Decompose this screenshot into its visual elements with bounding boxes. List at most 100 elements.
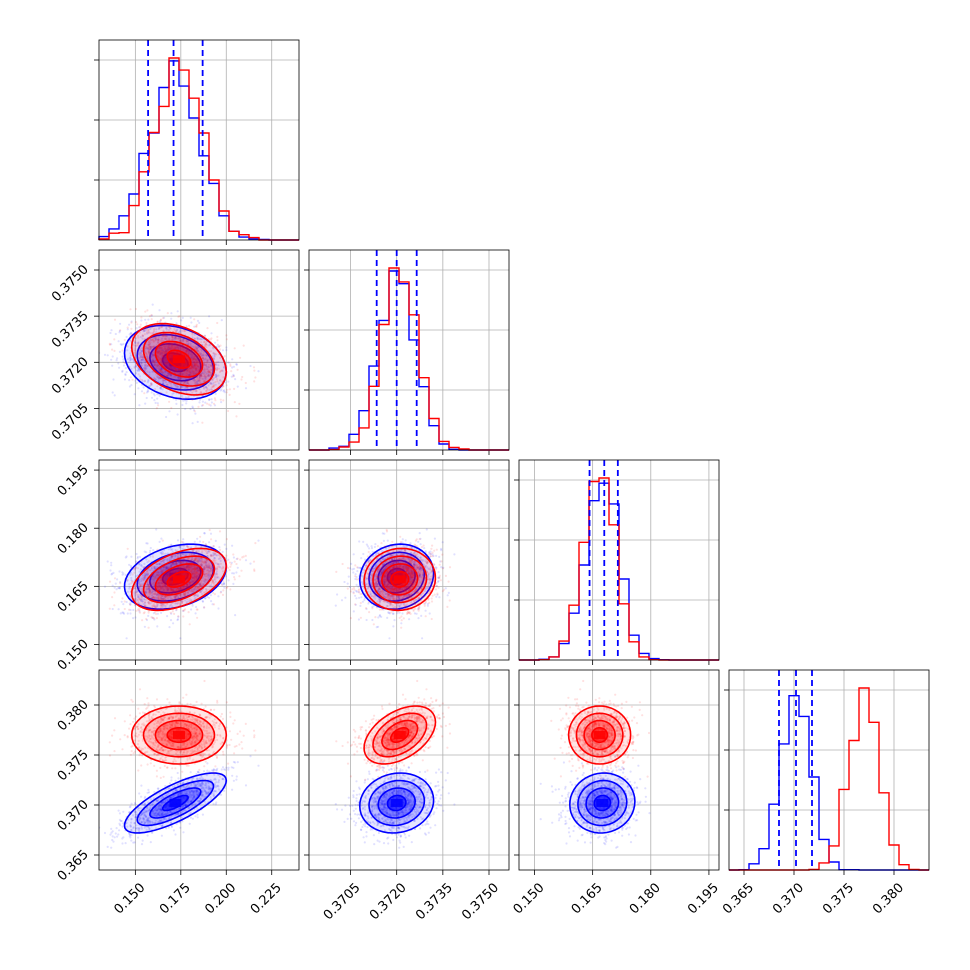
sample-point (364, 564, 367, 567)
sample-point (207, 566, 211, 569)
sample-point (133, 354, 137, 357)
sample-point (171, 598, 174, 601)
sample-point (194, 345, 197, 348)
sample-point (162, 355, 165, 358)
sample-point (208, 574, 211, 578)
sample-point (200, 592, 204, 596)
sample-point (383, 562, 386, 565)
sample-point (144, 352, 148, 355)
density-peak (173, 575, 185, 584)
sample-point (145, 588, 148, 591)
sample-point (241, 375, 244, 379)
sample-point (171, 346, 174, 349)
sample-point (145, 591, 148, 594)
sample-point (130, 320, 133, 323)
sample-point (193, 379, 196, 382)
sample-point (180, 376, 183, 379)
sample-point (176, 385, 179, 388)
sample-point (207, 370, 210, 373)
sample-point (171, 392, 174, 395)
sample-point (123, 378, 126, 381)
sample-point (210, 600, 213, 603)
sample-point (155, 602, 159, 606)
sample-point (212, 560, 215, 563)
sample-point (199, 584, 202, 588)
sample-point (207, 372, 210, 375)
sample-point (384, 575, 388, 578)
sample-point (129, 332, 132, 335)
sample-point (253, 380, 256, 383)
sample-point (138, 607, 141, 610)
sample-point (195, 566, 198, 569)
sample-point (203, 578, 206, 581)
sample-point (416, 555, 419, 558)
sample-point (178, 373, 181, 376)
sample-point (143, 550, 146, 553)
sample-point (174, 589, 177, 592)
sample-point (186, 557, 189, 560)
sample-point (199, 559, 202, 563)
sample-point (128, 583, 131, 586)
sample-point (173, 347, 176, 350)
sample-point (193, 559, 196, 563)
sample-point (122, 572, 125, 575)
sample-point (205, 559, 208, 563)
sample-point (193, 325, 196, 328)
sample-point (187, 370, 191, 373)
sample-point (143, 576, 146, 579)
sample-point (139, 355, 142, 358)
sample-point (157, 581, 160, 584)
sample-point (203, 606, 206, 609)
sample-point (137, 369, 140, 372)
sample-point (129, 603, 132, 606)
sample-point (198, 582, 201, 585)
sample-point (210, 581, 213, 584)
sample-point (216, 554, 219, 557)
sample-point (121, 611, 124, 614)
sample-point (138, 611, 141, 614)
sample-point (194, 358, 197, 361)
sample-point (204, 358, 207, 361)
sample-point (153, 592, 156, 595)
sample-point (411, 578, 414, 581)
sample-point (185, 346, 188, 349)
sample-point (162, 335, 165, 338)
sample-point (210, 332, 213, 335)
sample-point (186, 591, 189, 594)
sample-point (179, 385, 183, 388)
sample-point (142, 328, 145, 331)
sample-point (205, 363, 208, 366)
sample-point (198, 360, 201, 363)
sample-point (191, 559, 194, 562)
sample-point (388, 612, 391, 615)
sample-point (177, 588, 180, 591)
sample-point (211, 367, 215, 370)
sample-point (151, 587, 154, 591)
sample-point (164, 346, 167, 349)
sample-point (170, 346, 173, 349)
sample-point (192, 366, 195, 370)
sample-point (140, 583, 143, 586)
sample-point (191, 372, 194, 375)
sample-point (426, 574, 430, 577)
sample-point (137, 353, 140, 356)
sample-point (193, 587, 196, 590)
pairwise-panels (94, 250, 719, 875)
sample-point (180, 347, 183, 350)
sample-point (177, 544, 181, 547)
sample-point (218, 546, 221, 549)
sample-point (159, 350, 162, 353)
sample-point (196, 575, 199, 578)
sample-point (128, 563, 131, 566)
sample-point (182, 399, 185, 402)
sample-point (180, 588, 183, 591)
sample-point (217, 374, 220, 377)
sample-point (140, 591, 143, 594)
sample-point (196, 567, 199, 570)
sample-point (189, 581, 193, 584)
sample-point (377, 568, 380, 571)
sample-point (166, 576, 169, 579)
sample-point (411, 572, 414, 575)
sample-point (192, 357, 195, 360)
sample-point (210, 350, 213, 353)
